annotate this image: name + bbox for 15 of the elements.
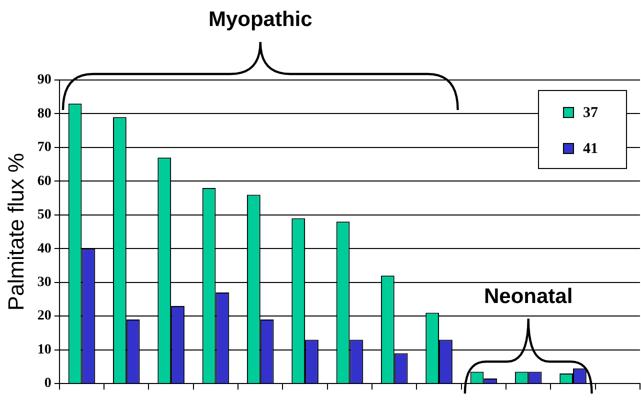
y-tick-label: 60 bbox=[37, 174, 52, 189]
y-tick-label: 90 bbox=[37, 72, 52, 88]
y-tick-label: 20 bbox=[37, 308, 52, 324]
y-tick-label: 80 bbox=[37, 106, 52, 122]
legend-label: 37 bbox=[583, 104, 598, 121]
y-tick-label: 70 bbox=[37, 140, 52, 156]
y-tick-label: 30 bbox=[37, 275, 52, 290]
y-tick-label: 10 bbox=[37, 342, 52, 358]
legend-label: 41 bbox=[583, 140, 598, 157]
y-tick-label: 0 bbox=[44, 376, 52, 392]
y-tick-label: 50 bbox=[37, 208, 52, 223]
text: Myopathic bbox=[206, 8, 314, 32]
y-axis-title: Palmitate flux % bbox=[3, 152, 28, 311]
y-tick-label: 40 bbox=[37, 241, 52, 256]
annotation: Neonatal bbox=[482, 284, 575, 309]
